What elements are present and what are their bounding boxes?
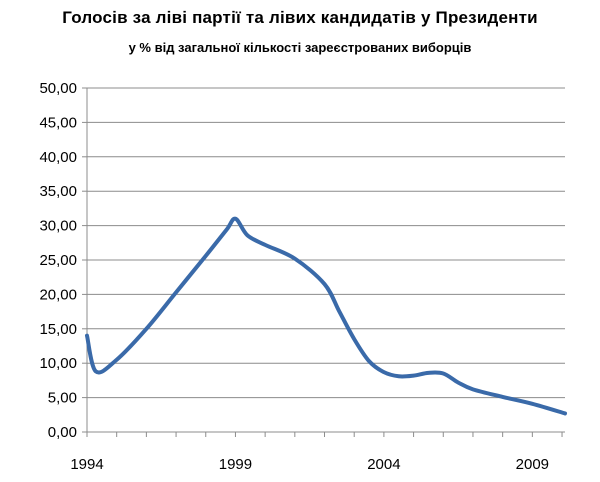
y-tick-label: 50,00 xyxy=(39,80,77,97)
gridlines xyxy=(87,87,565,399)
y-tick-label: 5,00 xyxy=(48,390,77,407)
y-tick-label: 25,00 xyxy=(39,252,77,269)
y-tick-label: 40,00 xyxy=(39,149,77,166)
y-tick-label: 30,00 xyxy=(39,218,77,235)
y-tick-label: 0,00 xyxy=(48,424,77,441)
x-axis-tick-labels: 1994 1999 2004 2009 xyxy=(70,456,549,473)
x-tick-label: 2004 xyxy=(367,456,400,473)
series-line xyxy=(85,216,567,416)
x-tick-label: 1994 xyxy=(70,456,103,473)
y-tick-label: 10,00 xyxy=(39,355,77,372)
x-tick-label: 2009 xyxy=(516,456,549,473)
y-axis-tick-labels: 0,00 5,00 10,00 15,00 20,00 25,00 30,00 35,00 40… xyxy=(39,80,77,441)
y-tick-label: 45,00 xyxy=(39,114,77,131)
x-tick-label: 1999 xyxy=(219,456,252,473)
y-tick-label: 15,00 xyxy=(39,321,77,338)
chart-title: Голосів за ліві партії та лівих кандидат… xyxy=(62,8,538,27)
y-tick-label: 20,00 xyxy=(39,286,77,303)
chart-subtitle: у % від загальної кількості зареєстрован… xyxy=(128,40,472,55)
axes xyxy=(82,87,565,437)
series-layer xyxy=(85,216,567,416)
y-tick-label: 35,00 xyxy=(39,183,77,200)
